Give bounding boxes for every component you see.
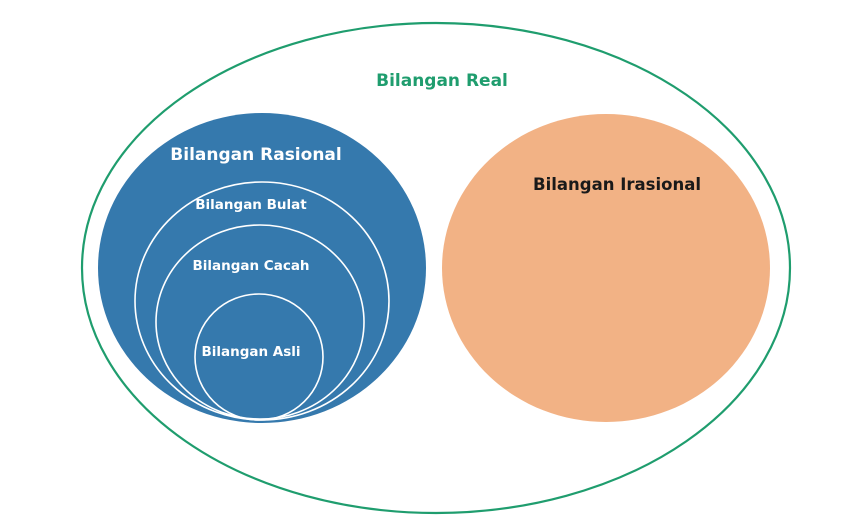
whole-numbers-set <box>155 224 365 420</box>
natural-numbers-label: Bilangan Asli <box>201 344 300 360</box>
real-numbers-label: Bilangan Real <box>376 71 508 91</box>
rational-numbers-label: Bilangan Rasional <box>170 145 341 165</box>
rational-numbers-set <box>98 113 426 423</box>
real-numbers-set <box>80 21 792 515</box>
whole-numbers-label: Bilangan Cacah <box>192 258 309 274</box>
natural-numbers-set <box>194 293 324 421</box>
irrational-numbers-label: Bilangan Irasional <box>533 175 701 194</box>
integers-label: Bilangan Bulat <box>195 197 307 213</box>
irrational-numbers-set <box>442 114 770 422</box>
